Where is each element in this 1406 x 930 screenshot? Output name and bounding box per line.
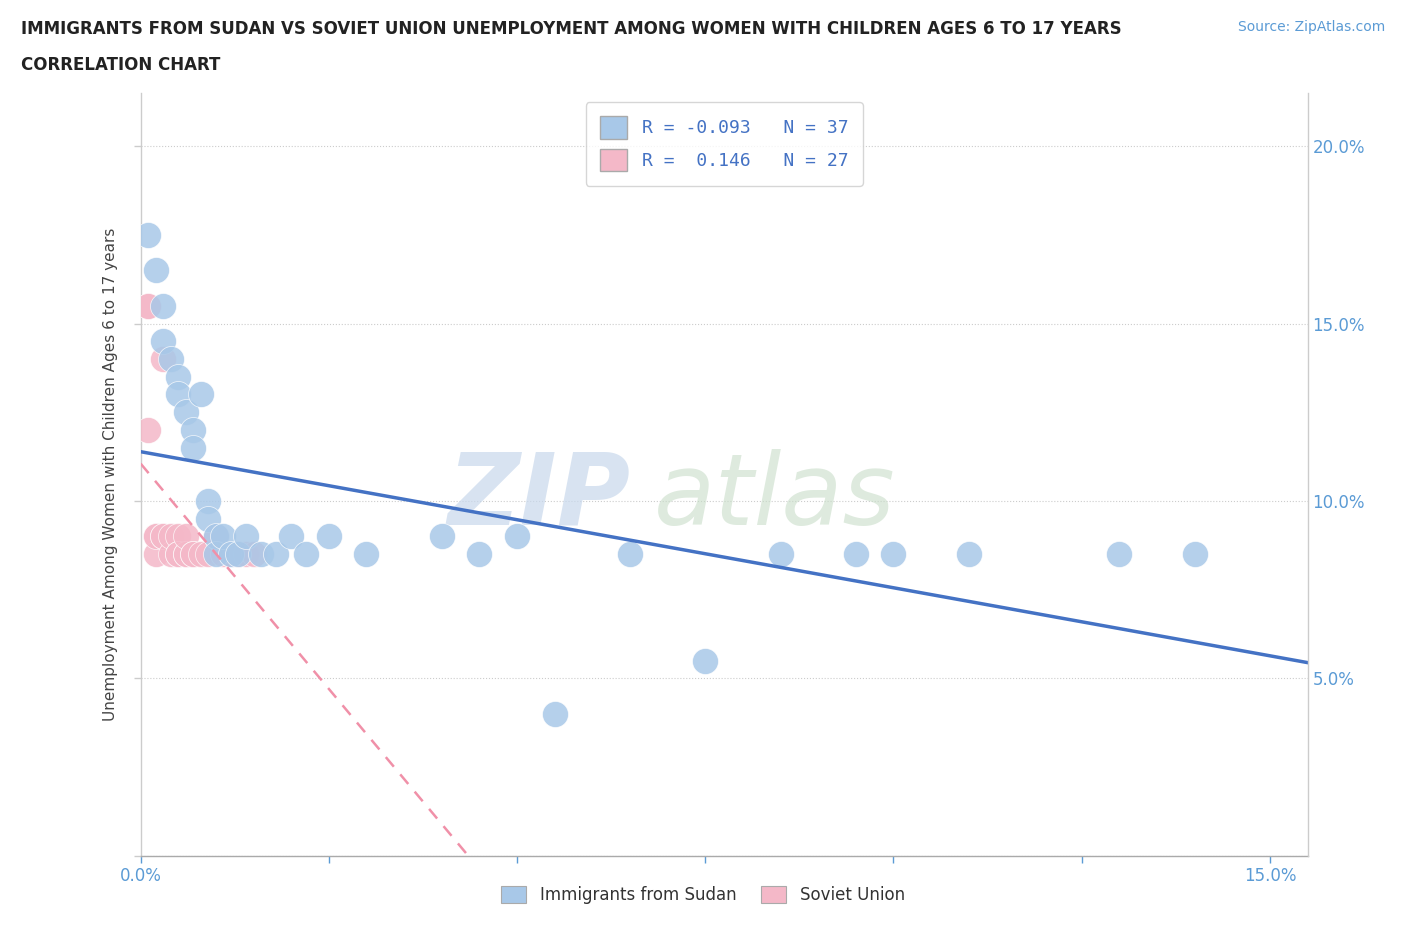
Text: IMMIGRANTS FROM SUDAN VS SOVIET UNION UNEMPLOYMENT AMONG WOMEN WITH CHILDREN AGE: IMMIGRANTS FROM SUDAN VS SOVIET UNION UN…: [21, 20, 1122, 38]
Text: ZIP: ZIP: [447, 448, 631, 546]
Point: [242, 547, 264, 562]
Point: [219, 547, 242, 562]
Point: [228, 547, 250, 562]
Point: [167, 369, 190, 384]
Point: [167, 529, 190, 544]
Point: [506, 529, 529, 544]
Point: [318, 529, 340, 544]
Point: [235, 547, 257, 562]
Point: [152, 529, 174, 544]
Point: [295, 547, 318, 562]
Point: [250, 547, 273, 562]
Point: [152, 529, 174, 544]
Point: [167, 387, 190, 402]
Point: [181, 422, 204, 437]
Point: [882, 547, 904, 562]
Point: [159, 529, 181, 544]
Point: [181, 547, 204, 562]
Point: [145, 263, 167, 278]
Point: [205, 529, 228, 544]
Point: [174, 547, 197, 562]
Point: [212, 547, 235, 562]
Point: [190, 547, 212, 562]
Point: [136, 299, 159, 313]
Legend: R = -0.093   N = 37, R =  0.146   N = 27: R = -0.093 N = 37, R = 0.146 N = 27: [585, 102, 863, 186]
Point: [219, 547, 242, 562]
Point: [235, 529, 257, 544]
Point: [845, 547, 868, 562]
Y-axis label: Unemployment Among Women with Children Ages 6 to 17 years: Unemployment Among Women with Children A…: [103, 228, 118, 721]
Point: [695, 653, 717, 668]
Point: [468, 547, 491, 562]
Point: [430, 529, 453, 544]
Point: [205, 529, 228, 544]
Point: [619, 547, 641, 562]
Point: [769, 547, 792, 562]
Point: [544, 706, 567, 721]
Point: [197, 512, 219, 526]
Point: [212, 529, 235, 544]
Legend: Immigrants from Sudan, Soviet Union: Immigrants from Sudan, Soviet Union: [494, 878, 912, 912]
Point: [356, 547, 378, 562]
Text: CORRELATION CHART: CORRELATION CHART: [21, 56, 221, 73]
Point: [181, 547, 204, 562]
Point: [136, 228, 159, 243]
Point: [174, 529, 197, 544]
Point: [197, 494, 219, 509]
Point: [205, 547, 228, 562]
Point: [197, 547, 219, 562]
Point: [280, 529, 302, 544]
Point: [145, 529, 167, 544]
Text: Source: ZipAtlas.com: Source: ZipAtlas.com: [1237, 20, 1385, 34]
Point: [136, 299, 159, 313]
Point: [159, 547, 181, 562]
Point: [1108, 547, 1130, 562]
Point: [136, 422, 159, 437]
Point: [145, 529, 167, 544]
Point: [181, 440, 204, 455]
Point: [152, 299, 174, 313]
Point: [174, 547, 197, 562]
Point: [152, 334, 174, 349]
Point: [228, 547, 250, 562]
Point: [174, 405, 197, 419]
Point: [152, 352, 174, 366]
Point: [190, 387, 212, 402]
Point: [167, 547, 190, 562]
Text: atlas: atlas: [654, 448, 896, 546]
Point: [957, 547, 980, 562]
Point: [264, 547, 287, 562]
Point: [145, 547, 167, 562]
Point: [159, 352, 181, 366]
Point: [1184, 547, 1206, 562]
Point: [167, 547, 190, 562]
